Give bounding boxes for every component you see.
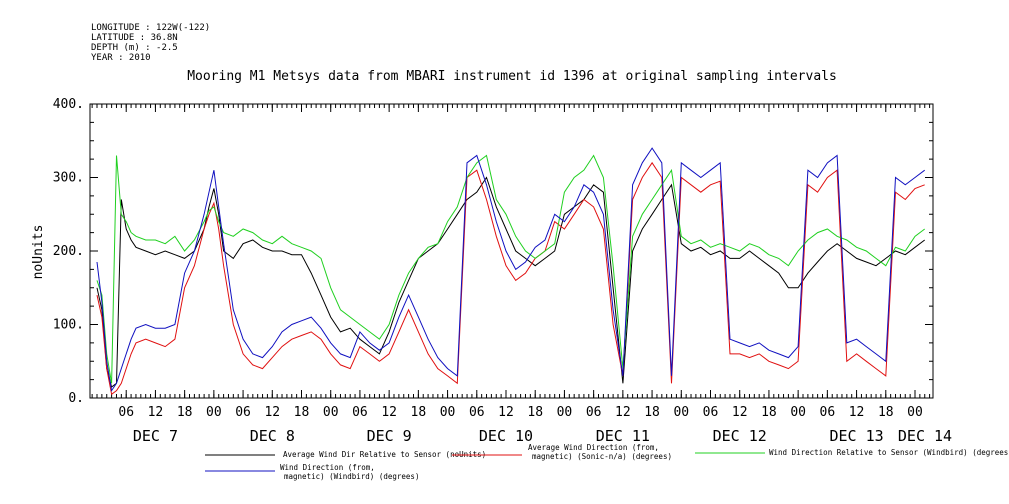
x-tick-label: 12 [732, 405, 748, 420]
x-tick-label: 06 [118, 405, 134, 420]
x-tick-label: 00 [790, 405, 806, 420]
x-tick-label: 18 [644, 405, 660, 420]
legend-label-2: Average Wind Direction (from, magnetic) … [528, 443, 672, 461]
x-tick-label: 12 [148, 405, 164, 420]
day-label: DEC 14 [898, 427, 952, 445]
x-tick-label: 06 [235, 405, 251, 420]
y-tick-label: 100. [53, 318, 84, 333]
x-tick-label: 18 [527, 405, 543, 420]
series-line-1 [96, 176, 926, 388]
day-label: DEC 7 [133, 427, 178, 445]
y-tick-label: 200. [53, 244, 84, 259]
x-tick-label: 12 [849, 405, 865, 420]
x-tick-label: 18 [177, 405, 193, 420]
x-tick-label: 18 [878, 405, 894, 420]
x-tick-label: 18 [761, 405, 777, 420]
x-tick-label: 06 [469, 405, 485, 420]
x-tick-label: 06 [820, 405, 836, 420]
depth-label: DEPTH (m) : -2.5 [91, 43, 178, 53]
x-tick-label: 18 [294, 405, 310, 420]
x-tick-label: 00 [323, 405, 339, 420]
x-tick-label: 12 [498, 405, 514, 420]
legend: Average Wind Dir Relative to Sensor (noU… [205, 443, 1009, 481]
day-label: DEC 10 [479, 427, 533, 445]
axes-group: 0. 100. 200. 300. 400. 06 12 18 00 06 12 18 00 06 12 18… [53, 97, 952, 445]
plot-frame [89, 103, 934, 399]
x-tick-label: 00 [907, 405, 923, 420]
legend-label-1: Average Wind Dir Relative to Sensor (noU… [283, 450, 486, 459]
x-tick-label: 12 [615, 405, 631, 420]
series-line-3 [96, 154, 926, 384]
day-label: DEC 11 [596, 427, 650, 445]
x-tick-label: 12 [381, 405, 397, 420]
year-label: YEAR : 2010 [91, 53, 151, 63]
x-tick-label: 06 [703, 405, 719, 420]
day-label: DEC 9 [367, 427, 412, 445]
series-group [96, 147, 926, 396]
legend-label-3: Wind Direction Relative to Sensor (Windb… [769, 448, 1009, 457]
y-axis-label: noUnits [31, 225, 46, 280]
x-tick-label: 00 [206, 405, 222, 420]
x-tick-label: 00 [673, 405, 689, 420]
legend-label-4: Wind Direction (from, magnetic) (Windbir… [280, 463, 419, 481]
series-line-4 [96, 147, 926, 392]
day-label: DEC 12 [713, 427, 767, 445]
x-tick-label: 12 [264, 405, 280, 420]
chart-title: Mooring M1 Metsys data from MBARI instru… [187, 69, 837, 84]
y-tick-label: 400. [53, 97, 84, 112]
day-label: DEC 13 [829, 427, 883, 445]
longitude-label: LONGITUDE : 122W(-122) [91, 23, 210, 33]
day-label: DEC 8 [250, 427, 295, 445]
x-tick-label: 06 [352, 405, 368, 420]
series-line-2 [96, 161, 925, 396]
latitude-label: LATITUDE : 36.8N [91, 33, 178, 43]
x-tick-label: 18 [411, 405, 427, 420]
x-tick-label: 06 [586, 405, 602, 420]
x-tick-label: 00 [557, 405, 573, 420]
x-tick-label: 00 [440, 405, 456, 420]
y-tick-label: 0. [68, 391, 84, 406]
y-tick-label: 300. [53, 171, 84, 186]
